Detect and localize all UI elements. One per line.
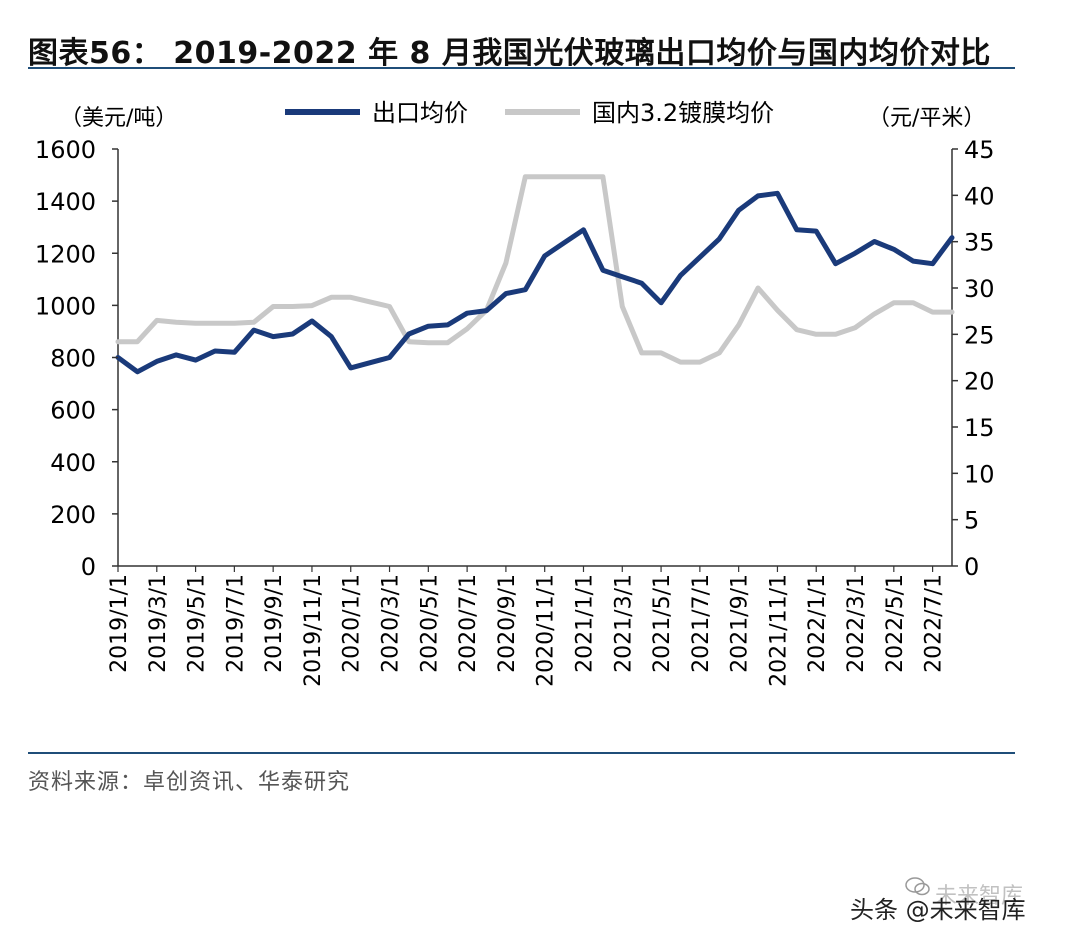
right-tick-label: 5 bbox=[964, 507, 979, 535]
x-tick-label: 2022/3/1 bbox=[844, 574, 869, 673]
right-tick-label: 15 bbox=[964, 414, 995, 442]
x-tick-label: 2022/1/1 bbox=[805, 574, 830, 673]
watermark: 头条 @未来智库 bbox=[850, 896, 1026, 924]
x-tick-label: 2021/3/1 bbox=[611, 574, 636, 673]
left-tick-label: 400 bbox=[50, 449, 96, 477]
right-tick-label: 10 bbox=[964, 460, 995, 488]
right-tick-label: 45 bbox=[964, 136, 995, 164]
source-note: 资料来源：卓创资讯、华泰研究 bbox=[28, 770, 351, 795]
left-tick-label: 200 bbox=[50, 501, 96, 529]
left-tick-label: 600 bbox=[50, 397, 96, 425]
series-line-domestic bbox=[115, 174, 955, 365]
x-tick-label: 2020/7/1 bbox=[456, 574, 481, 673]
x-tick-label: 2020/9/1 bbox=[495, 574, 520, 673]
right-tick-label: 20 bbox=[964, 368, 995, 396]
right-axis-label: （元/平米） bbox=[868, 106, 985, 131]
source-divider bbox=[28, 752, 1015, 754]
x-tick-label: 2020/3/1 bbox=[379, 574, 404, 673]
x-tick-label: 2019/7/1 bbox=[223, 574, 248, 673]
x-tick-label: 2021/7/1 bbox=[689, 574, 714, 673]
x-tick-label: 2021/9/1 bbox=[728, 574, 753, 673]
right-tick-label: 30 bbox=[964, 275, 995, 303]
right-tick-label: 0 bbox=[964, 553, 979, 581]
x-tick-label: 2021/11/1 bbox=[766, 574, 791, 687]
x-tick-label: 2021/5/1 bbox=[650, 574, 675, 673]
x-tick-label: 2019/11/1 bbox=[301, 574, 326, 687]
x-tick-label: 2020/11/1 bbox=[534, 574, 559, 687]
x-tick-label: 2022/5/1 bbox=[883, 574, 908, 673]
x-tick-label: 2019/5/1 bbox=[185, 574, 210, 673]
legend-label-export: 出口均价 bbox=[372, 99, 468, 127]
right-tick-label: 40 bbox=[964, 182, 995, 210]
x-tick-label: 2021/1/1 bbox=[572, 574, 597, 673]
left-tick-label: 1600 bbox=[35, 136, 96, 164]
x-tick-label: 2020/1/1 bbox=[340, 574, 365, 673]
title-divider bbox=[28, 67, 1015, 69]
left-axis-label: （美元/吨） bbox=[60, 106, 177, 131]
watermark-ghost: 未来智库 bbox=[935, 884, 1024, 909]
x-tick-label: 2020/5/1 bbox=[417, 574, 442, 673]
right-tick-label: 35 bbox=[964, 229, 995, 257]
x-tick-label: 2019/1/1 bbox=[107, 574, 132, 673]
left-tick-label: 1400 bbox=[35, 188, 96, 216]
left-tick-label: 1200 bbox=[35, 240, 96, 268]
right-tick-label: 25 bbox=[964, 321, 995, 349]
series-line-export bbox=[115, 190, 955, 375]
x-tick-label: 2019/3/1 bbox=[146, 574, 171, 673]
figure-title: 图表56： 2019-2022 年 8 月我国光伏玻璃出口均价与国内均价对比 bbox=[28, 36, 991, 71]
x-tick-label: 2019/9/1 bbox=[262, 574, 287, 673]
left-tick-label: 0 bbox=[81, 553, 96, 581]
line-chart: 出口均价 国内3.2镀膜均价 （美元/吨） （元/平米） 02004006008… bbox=[35, 99, 995, 687]
legend-label-domestic: 国内3.2镀膜均价 bbox=[592, 99, 774, 127]
wechat-icon bbox=[905, 877, 930, 896]
chart-legend: 出口均价 国内3.2镀膜均价 bbox=[285, 99, 774, 127]
x-tick-label: 2022/7/1 bbox=[922, 574, 947, 673]
left-tick-label: 800 bbox=[50, 345, 96, 373]
left-tick-label: 1000 bbox=[35, 292, 96, 320]
